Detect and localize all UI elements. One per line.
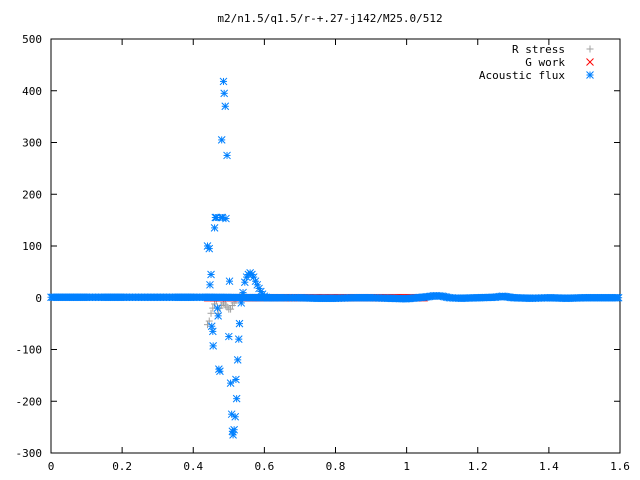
acoustic-flux-point <box>226 379 235 387</box>
acoustic-flux-point <box>230 425 239 434</box>
x-tick-label: 0 <box>48 460 55 473</box>
acoustic-flux-point <box>235 319 244 328</box>
acoustic-flux-point <box>227 410 236 419</box>
acoustic-flux-point <box>206 280 214 289</box>
y-axis: -300 -200 -100 0 100 200 300 400 500 <box>16 33 620 460</box>
acoustic-flux-point <box>207 322 216 331</box>
x-tick-label: 0.8 <box>326 460 346 473</box>
acoustic-flux-point <box>209 342 218 350</box>
acoustic-flux-point <box>208 327 217 336</box>
x-tick-label: 0.4 <box>183 460 203 473</box>
x-tick-label: 1.6 <box>610 460 630 473</box>
x-tick-label: 1.2 <box>468 460 488 473</box>
acoustic-flux-point <box>214 312 222 320</box>
acoustic-flux-point <box>614 293 623 302</box>
acoustic-flux-point <box>219 77 228 86</box>
legend-marker <box>586 45 594 53</box>
acoustic-flux-point <box>210 224 219 232</box>
acoustic-flux-point <box>262 293 271 302</box>
y-tick-label: -200 <box>16 395 43 408</box>
acoustic-flux-point <box>233 355 242 364</box>
acoustic-flux-point <box>231 412 240 421</box>
r-stress-point <box>207 309 215 317</box>
acoustic-flux-point <box>232 375 240 384</box>
acoustic-flux-point <box>205 244 214 253</box>
x-tick-label: 0.6 <box>254 460 274 473</box>
legend-marker <box>586 71 594 79</box>
legend-label: G work <box>525 56 565 69</box>
acoustic-flux-point <box>216 367 224 376</box>
x-tick-label: 0.2 <box>112 460 132 473</box>
y-tick-label: 400 <box>22 85 42 98</box>
acoustic-flux-point <box>220 89 229 98</box>
acoustic-flux-point <box>223 151 231 160</box>
acoustic-flux-point <box>240 278 249 287</box>
acoustic-flux-point <box>264 293 272 302</box>
plot-area <box>47 77 623 439</box>
legend-label: R stress <box>512 43 565 56</box>
chart-title: m2/n1.5/q1.5/r-+.27-j142/M25.0/512 <box>217 12 442 25</box>
acoustic-flux-point <box>221 102 230 111</box>
y-tick-label: 100 <box>22 240 42 253</box>
acoustic-flux-point <box>234 335 243 344</box>
acoustic-flux-point <box>237 299 246 307</box>
legend-marker <box>586 58 594 66</box>
x-tick-label: 1.4 <box>539 460 559 473</box>
acoustic-flux-point <box>224 332 233 341</box>
acoustic-flux-point <box>217 136 226 144</box>
acoustic-flux-point <box>232 394 241 403</box>
acoustic-flux-point <box>207 270 215 279</box>
y-tick-label: -100 <box>16 344 43 357</box>
y-tick-label: 200 <box>22 188 42 201</box>
r-stress-point <box>211 300 219 308</box>
acoustic-flux-point <box>222 214 230 223</box>
x-tick-label: 1 <box>403 460 410 473</box>
y-tick-label: -300 <box>16 447 43 460</box>
x-axis: 0 0.2 0.4 0.6 0.8 1 1.2 1.4 1.6 <box>48 39 630 473</box>
legend-label: Acoustic flux <box>479 69 565 82</box>
acoustic-flux-point <box>213 304 222 312</box>
y-tick-label: 0 <box>35 292 42 305</box>
y-tick-label: 500 <box>22 33 42 46</box>
y-tick-label: 300 <box>22 137 42 150</box>
acoustic-flux-point <box>249 273 258 281</box>
plot-frame <box>50 38 621 454</box>
acoustic-flux-point <box>239 288 247 297</box>
acoustic-flux-point <box>225 277 234 286</box>
acoustic-flux-point <box>229 431 237 439</box>
r-stress-point <box>227 305 235 313</box>
